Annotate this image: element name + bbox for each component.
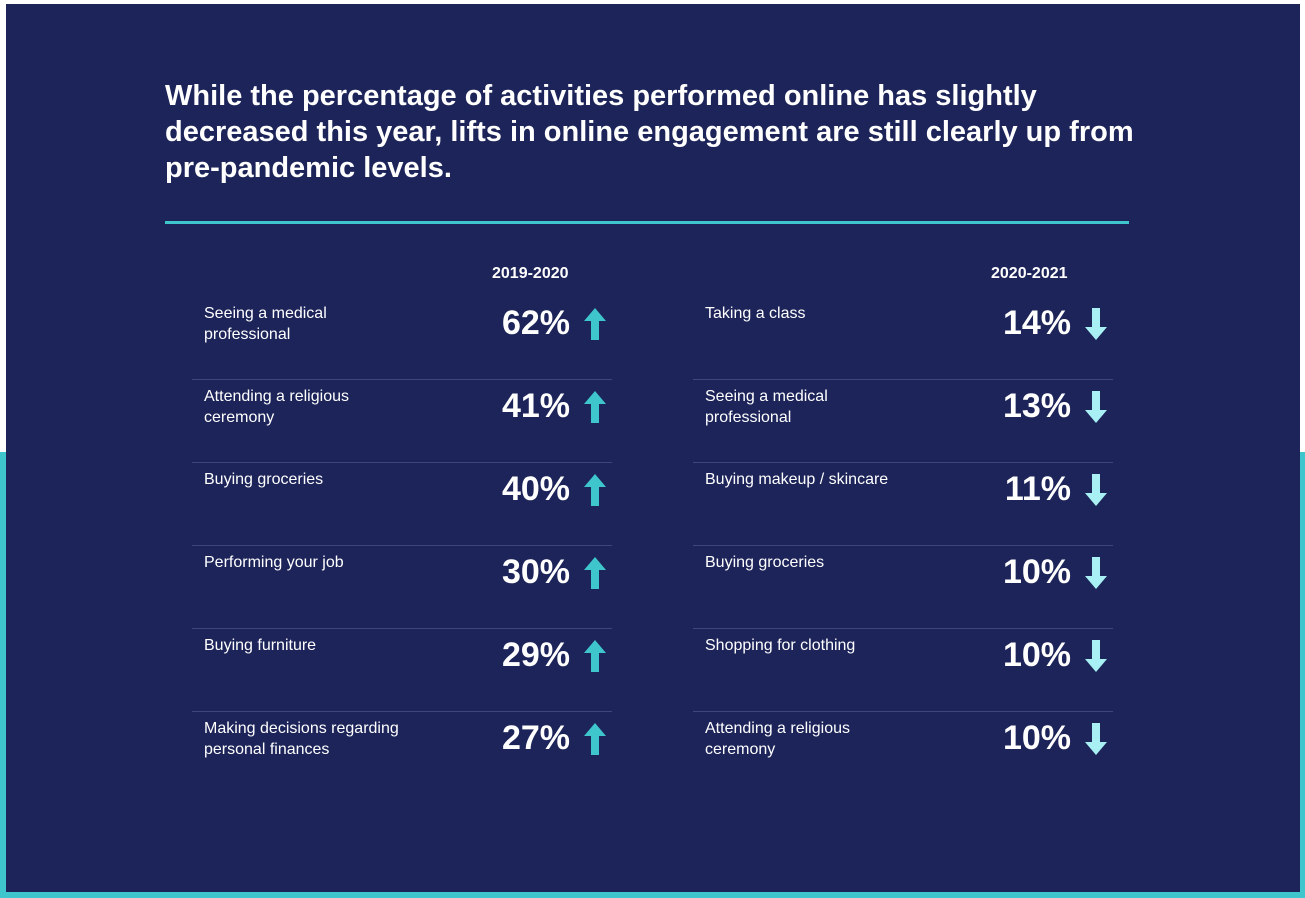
column-header: 2020-2021 — [991, 265, 1068, 282]
headline: While the percentage of activities perfo… — [165, 80, 1134, 184]
activity-label: Attending a religious ceremony — [204, 388, 349, 426]
percent-change-value: 14% — [1002, 304, 1071, 342]
activity-label: Seeing a medical professional — [705, 388, 828, 426]
table-row: Shopping for clothing 10% — [693, 629, 1113, 712]
activity-label: Attending a religious ceremony — [705, 720, 850, 758]
activity-label: Making decisions regarding personal fina… — [204, 720, 399, 758]
arrow-down-icon — [1085, 723, 1107, 755]
table-row: Buying groceries 40% — [192, 463, 612, 546]
arrow-up-icon — [584, 723, 606, 755]
infographic-card — [6, 4, 1300, 892]
rows-2019-2020: Seeing a medical professional 62% Attendin… — [192, 297, 612, 794]
percent-change-value: 10% — [1002, 719, 1071, 757]
arrow-up-icon — [584, 391, 606, 423]
table-row: Seeing a medical professional 62% — [192, 297, 612, 380]
arrow-up-icon — [584, 474, 606, 506]
activity-label: Shopping for clothing — [705, 637, 856, 654]
column-header: 2019-2020 — [492, 265, 569, 282]
table-row: Seeing a medical professional 13% — [693, 380, 1113, 463]
table-row: Buying groceries 10% — [693, 546, 1113, 629]
table-row: Performing your job 30% — [192, 546, 612, 629]
percent-change-value: 40% — [501, 470, 570, 508]
arrow-down-icon — [1085, 391, 1107, 423]
percent-change-value: 27% — [501, 719, 570, 757]
percent-change-value: 10% — [1002, 553, 1071, 591]
table-row: Buying makeup / skincare 11% — [693, 463, 1113, 546]
table-row: Attending a religious ceremony 41% — [192, 380, 612, 463]
activity-label: Buying groceries — [204, 471, 324, 488]
activity-label: Buying makeup / skincare — [705, 471, 889, 488]
table-row: Making decisions regarding personal fina… — [192, 712, 612, 794]
table-row: Taking a class 14% — [693, 297, 1113, 380]
activity-label: Performing your job — [204, 554, 344, 571]
activity-label: Taking a class — [705, 305, 806, 322]
arrow-up-icon — [584, 308, 606, 340]
arrow-down-icon — [1085, 308, 1107, 340]
percent-change-value: 13% — [1002, 387, 1071, 425]
activity-label: Seeing a medical professional — [204, 305, 327, 343]
percent-change-value: 10% — [1002, 636, 1071, 674]
arrow-down-icon — [1085, 557, 1107, 589]
percent-change-value: 11% — [1004, 470, 1071, 508]
table-row: Attending a religious ceremony 10% — [693, 712, 1113, 794]
activity-label: Buying groceries — [705, 554, 825, 571]
arrow-up-icon — [584, 557, 606, 589]
arrow-up-icon — [584, 640, 606, 672]
arrow-down-icon — [1085, 640, 1107, 672]
table-row: Buying furniture 29% — [192, 629, 612, 712]
rows-2020-2021: Taking a class 14% Seeing a medical profes… — [693, 297, 1113, 794]
percent-change-value: 29% — [501, 636, 570, 674]
percent-change-value: 30% — [501, 553, 570, 591]
activity-label: Buying furniture — [204, 637, 317, 654]
arrow-down-icon — [1085, 474, 1107, 506]
percent-change-value: 41% — [501, 387, 570, 425]
percent-change-value: 62% — [501, 304, 570, 342]
divider-rule — [165, 221, 1129, 224]
